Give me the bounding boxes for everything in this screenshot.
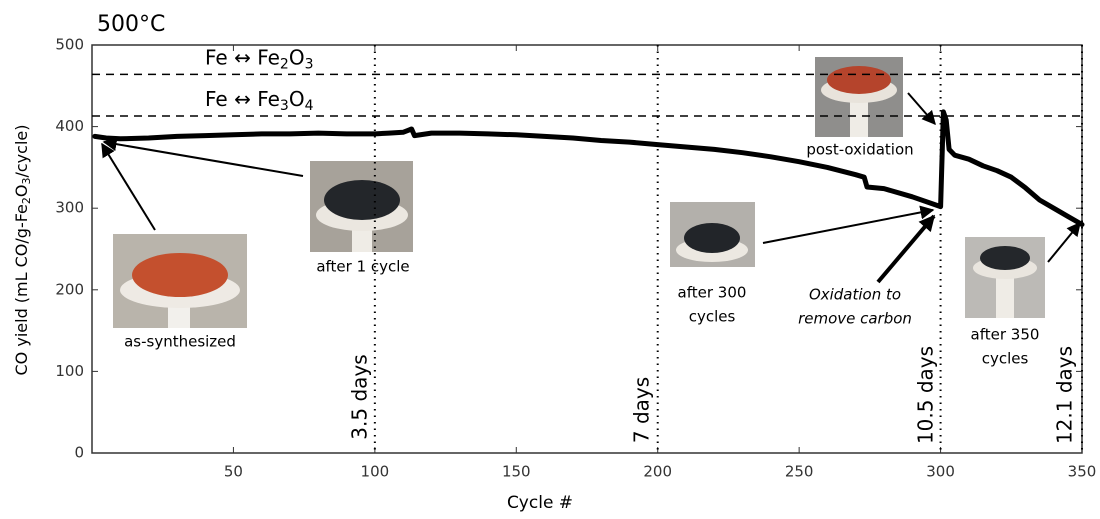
photo	[815, 57, 903, 137]
y-tick-label: 400	[55, 117, 84, 135]
reference-label-part: O	[289, 45, 305, 69]
data-line	[92, 109, 1085, 227]
time-marker-label: 12.1 days	[1053, 346, 1077, 444]
annotation: post-oxidation	[806, 141, 913, 159]
x-axis-label: Cycle #	[507, 493, 573, 513]
time-marker-label: 10.5 days	[914, 346, 938, 444]
y-tick-label: 100	[55, 362, 84, 380]
plot-frame	[91, 44, 1083, 454]
annotation: cycles	[982, 350, 1029, 368]
y-label-sub: 3	[20, 178, 33, 185]
annotation: Oxidation to	[809, 286, 901, 304]
annotation: remove carbon	[798, 310, 912, 328]
x-tick-label: 150	[502, 463, 531, 481]
y-label-part: /cycle)	[12, 125, 31, 178]
x-tick-label: 50	[224, 463, 243, 481]
photo	[670, 202, 755, 267]
reference-label-part: Fe ↔ Fe	[205, 45, 280, 69]
annotation: after 300	[678, 284, 747, 302]
reference-label-sub: 3	[305, 56, 314, 72]
photo	[310, 161, 413, 252]
annotation: after 350	[971, 326, 1040, 344]
y-tick-label: 300	[55, 199, 84, 217]
x-tick-label: 250	[785, 463, 814, 481]
photo	[965, 237, 1045, 318]
reference-label: Fe ↔ Fe2O3	[205, 45, 314, 73]
y-label-sub: 2	[20, 197, 33, 204]
reference-label-sub: 2	[280, 56, 289, 72]
y-tick-label: 200	[55, 280, 84, 298]
reference-label-part: O	[289, 86, 305, 110]
annotation: after 1 cycle	[316, 258, 409, 276]
arrows	[101, 92, 1081, 284]
y-label-part: CO yield (mL CO/g-Fe	[12, 204, 31, 375]
reference-label-sub: 3	[280, 98, 289, 114]
reference-label-sub: 4	[305, 98, 314, 114]
reference-label-part: Fe ↔ Fe	[205, 86, 280, 110]
y-axis-label: CO yield (mL CO/g-Fe2O3/cycle)	[12, 125, 34, 376]
annotation: as-synthesized	[124, 333, 236, 351]
x-tick-label: 300	[926, 463, 955, 481]
x-tick-label: 350	[1068, 463, 1097, 481]
time-marker-label: 7 days	[630, 377, 654, 443]
annotation: cycles	[689, 308, 736, 326]
y-tick-label: 0	[74, 444, 84, 462]
reference-label: Fe ↔ Fe3O4	[205, 86, 314, 114]
chart-title: 500°C	[97, 12, 165, 37]
y-tick-label: 500	[55, 36, 84, 54]
time-marker-label: 3.5 days	[348, 354, 372, 439]
photo	[113, 234, 247, 328]
x-tick-label: 200	[643, 463, 672, 481]
y-label-part: O	[12, 185, 31, 198]
x-tick-label: 100	[361, 463, 390, 481]
